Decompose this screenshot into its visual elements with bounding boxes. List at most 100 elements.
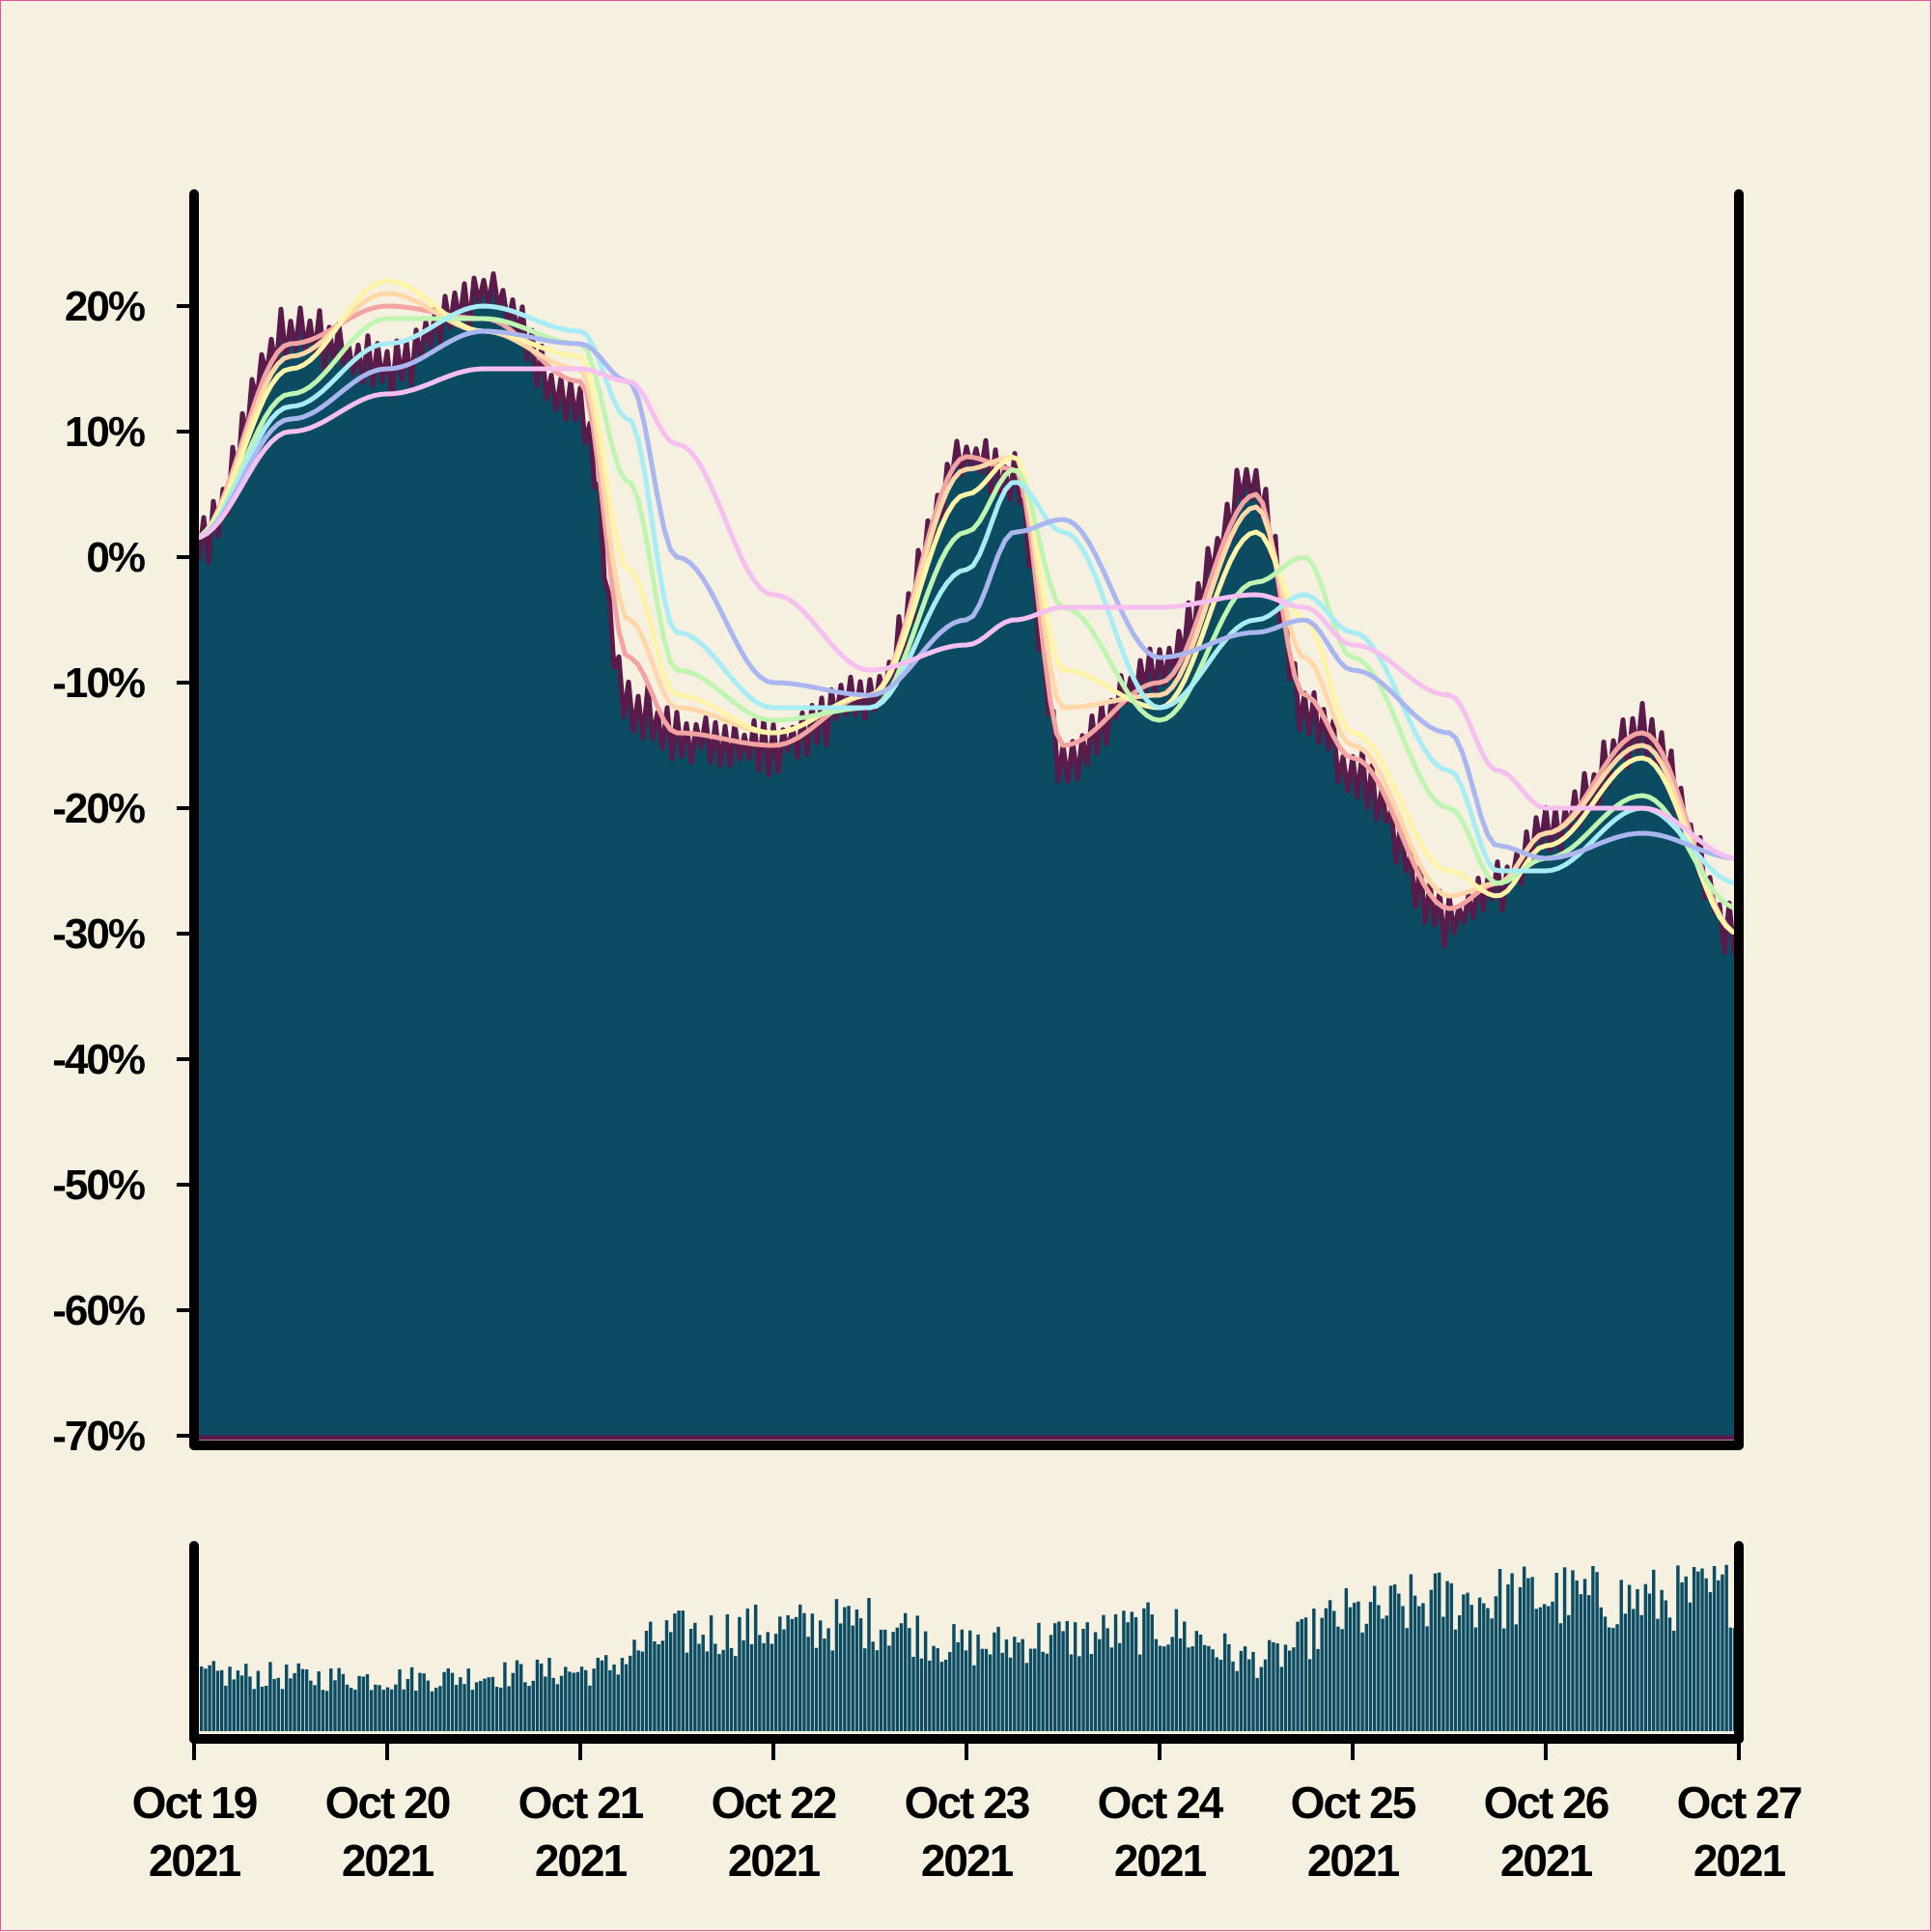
volume-bar [341,1673,346,1731]
volume-bar [738,1616,742,1731]
volume-bar [1211,1649,1215,1731]
volume-bar [770,1643,774,1731]
volume-bar [810,1613,815,1731]
volume-bar [1688,1602,1693,1731]
volume-bar [588,1685,592,1731]
volume-bar [418,1672,422,1731]
volume-bar [389,1689,394,1731]
volume-bar [329,1668,333,1731]
volume-bar [1708,1592,1713,1731]
volume-bar [1429,1589,1434,1731]
volume-bar [847,1606,851,1731]
volume-bar [681,1610,685,1731]
volume-bar [1089,1654,1094,1731]
volume-bar [564,1666,568,1731]
moving-average-line-7 [191,366,1742,861]
volume-bar [438,1686,442,1731]
volume-bar [1385,1615,1388,1731]
volume-bar [1486,1608,1490,1731]
volume-bar [823,1638,826,1731]
volume-bar [442,1671,446,1731]
volume-bar [596,1658,601,1731]
volume-bar [1190,1646,1194,1731]
x-tick-label-year: 2021 [1693,1835,1786,1886]
volume-bar [834,1599,839,1731]
volume-bar [908,1628,911,1731]
price-area-layer [191,271,1742,1441]
volume-bar [1360,1632,1364,1731]
volume-bar [1312,1609,1316,1731]
x-tick-label-date: Oct 27 [1677,1778,1802,1828]
volume-bar [1085,1622,1089,1731]
volume-bar [1320,1617,1324,1731]
volume-bar [466,1668,470,1731]
volume-bar [248,1676,252,1731]
volume-bar [806,1637,810,1731]
volume-bar [1647,1593,1652,1731]
volume-bar [547,1658,551,1731]
volume-bar [1636,1589,1639,1731]
volume-bar [766,1632,770,1731]
volume-bar [1126,1622,1130,1731]
volume-bar [200,1666,204,1731]
volume-bar [1554,1573,1558,1731]
volume-bar [1162,1646,1166,1731]
volume-bar [293,1672,296,1731]
volume-bar [289,1678,293,1731]
volume-bar [1567,1614,1571,1731]
volume-bar [1279,1666,1284,1731]
volume-bar [818,1620,823,1731]
volume-bar [1247,1659,1251,1731]
volume-bar [993,1632,996,1731]
volume-bar [1530,1577,1534,1731]
volume-bar [572,1672,575,1731]
volume-bar [208,1665,211,1731]
y-tick-label: 0% [86,534,144,581]
volume-bar [1093,1632,1098,1731]
volume-bar [928,1660,932,1731]
volume-bar [976,1634,980,1731]
volume-bar [1105,1628,1109,1731]
volume-bar [215,1670,220,1731]
volume-bar [1680,1582,1684,1731]
volume-bar [1024,1663,1029,1731]
volume-bar [1457,1615,1462,1731]
volume-bar [1183,1621,1187,1731]
volume-bar [1721,1574,1724,1731]
volume-bar [244,1664,248,1731]
volume-bar [313,1685,317,1731]
volume-bar [1611,1628,1615,1731]
volume-bar [1453,1629,1458,1731]
volume-bar [1582,1579,1587,1731]
volume-bar [1122,1610,1126,1731]
volume-bar [1656,1618,1660,1731]
volume-bar [1130,1611,1134,1731]
volume-bar [422,1673,426,1731]
volume-bar [1118,1642,1122,1731]
volume-bar [1405,1628,1409,1731]
volume-bar [1202,1644,1207,1731]
volume-bar [1538,1607,1543,1731]
volume-bar [717,1654,721,1731]
volume-bar [620,1658,625,1731]
volume-bar [649,1621,653,1731]
y-tick-label: 10% [65,408,145,456]
volume-bar [1142,1608,1146,1731]
volume-bar [1700,1568,1704,1731]
volume-bar [1599,1607,1603,1731]
volume-bar [381,1690,385,1731]
volume-bar [1081,1629,1085,1731]
volume-bar [1392,1584,1397,1731]
volume-bar [1377,1605,1381,1731]
volume-bar [1324,1608,1329,1731]
volume-bar [430,1691,434,1731]
volume-bar [1579,1594,1583,1731]
volume-bar [454,1685,459,1731]
volume-bar [490,1676,495,1731]
volume-bar [1235,1670,1239,1731]
volume-bar [374,1684,378,1731]
volume-bar [838,1623,843,1731]
volume-bar [1133,1616,1138,1731]
volume-bar [600,1660,604,1731]
